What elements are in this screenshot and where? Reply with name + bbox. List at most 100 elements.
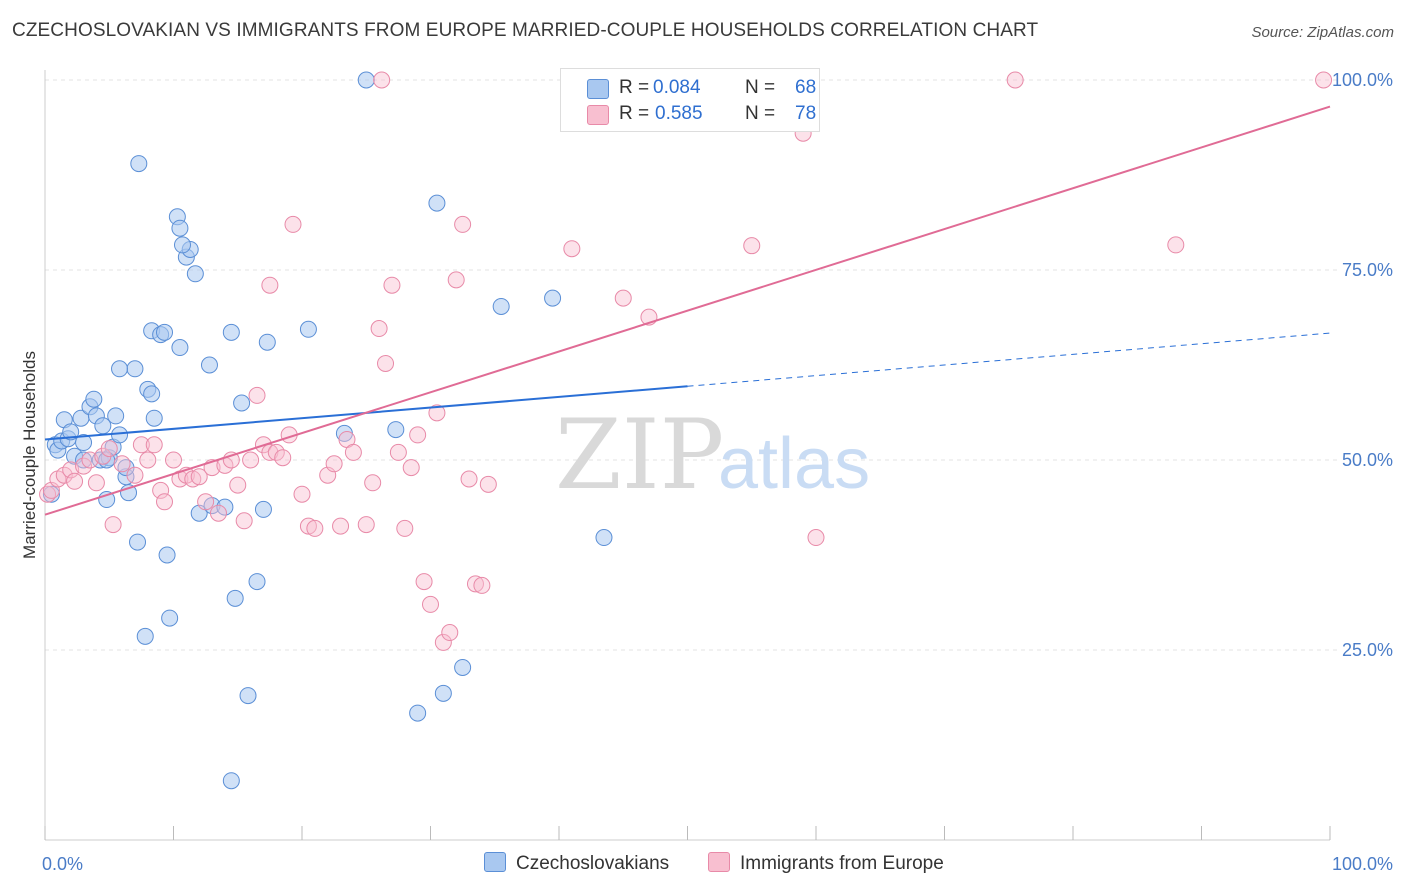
- data-point-czechoslovakians: [200, 356, 218, 374]
- data-point-immigrants: [145, 436, 163, 454]
- data-point-czechoslovakians: [158, 546, 176, 564]
- data-point-immigrants: [156, 493, 174, 511]
- stats-legend: R = 0.084 N = 68 R = 0.585 N = 78: [560, 68, 820, 132]
- data-point-immigrants: [409, 426, 427, 444]
- data-point-immigrants: [466, 575, 484, 593]
- data-point-czechoslovakians: [492, 297, 510, 315]
- data-point-immigrants: [75, 457, 93, 475]
- data-point-immigrants: [100, 440, 118, 458]
- bottom-legend-immigrants: Immigrants from Europe: [708, 852, 944, 875]
- data-point-immigrants: [396, 519, 414, 537]
- chart-title: CZECHOSLOVAKIAN VS IMMIGRANTS FROM EUROP…: [12, 20, 1039, 41]
- y-tick-label: 50.0%: [1342, 450, 1393, 470]
- watermark-atlas: atlas: [718, 424, 870, 504]
- bottom-legend-swatch-blue: [484, 852, 506, 872]
- data-point-czechoslovakians: [544, 289, 562, 307]
- data-point-czechoslovakians: [62, 423, 80, 441]
- data-point-immigrants: [383, 276, 401, 294]
- data-point-immigrants: [209, 504, 227, 522]
- tick-labels: 25.0% 50.0% 75.0% 100.0% 0.0% 100.0%: [42, 70, 1393, 874]
- bottom-legend-label: Czechoslovakians: [516, 853, 670, 874]
- data-point-czechoslovakians: [409, 704, 427, 722]
- data-point-immigrants: [373, 71, 391, 89]
- data-point-immigrants: [306, 519, 324, 537]
- data-point-immigrants: [325, 455, 343, 473]
- data-point-immigrants: [422, 595, 439, 613]
- data-point-czechoslovakians: [387, 421, 405, 439]
- series-czechoslovakians: [42, 71, 613, 790]
- data-point-czechoslovakians: [161, 609, 179, 627]
- data-point-immigrants: [364, 474, 382, 492]
- data-point-immigrants: [81, 451, 99, 469]
- data-point-czechoslovakians: [248, 573, 266, 591]
- data-point-immigrants: [242, 451, 260, 469]
- data-point-czechoslovakians: [454, 658, 472, 676]
- data-point-czechoslovakians: [42, 485, 60, 503]
- data-point-immigrants: [447, 271, 465, 289]
- data-point-immigrants: [274, 449, 292, 467]
- data-point-immigrants: [299, 517, 317, 535]
- data-point-immigrants: [261, 443, 279, 461]
- legend-r-label: R =: [619, 103, 650, 124]
- data-point-immigrants: [248, 386, 266, 404]
- data-point-immigrants: [184, 470, 202, 488]
- data-point-immigrants: [807, 529, 825, 547]
- data-point-immigrants: [139, 451, 157, 469]
- data-point-czechoslovakians: [171, 219, 189, 237]
- data-point-immigrants: [473, 576, 491, 594]
- data-point-czechoslovakians: [239, 687, 257, 705]
- data-point-immigrants: [344, 443, 362, 461]
- data-point-czechoslovakians: [75, 451, 93, 469]
- x-tick-label: 100.0%: [1332, 854, 1393, 874]
- legend-n-value: 78: [795, 103, 817, 124]
- data-point-immigrants: [66, 472, 84, 490]
- data-point-czechoslovakians: [595, 529, 613, 547]
- data-point-immigrants: [235, 512, 253, 530]
- source-label: Source: ZipAtlas.com: [1251, 24, 1394, 41]
- data-point-czechoslovakians: [136, 627, 154, 645]
- data-point-immigrants: [261, 276, 279, 294]
- data-point-immigrants: [1006, 71, 1024, 89]
- data-point-immigrants: [479, 475, 497, 493]
- data-point-immigrants: [370, 320, 388, 338]
- data-point-immigrants: [434, 633, 452, 651]
- data-point-immigrants: [377, 354, 395, 372]
- legend-r-value: 0.084: [653, 77, 701, 98]
- watermark-zip: ZIP: [555, 399, 724, 511]
- data-point-czechoslovakians: [111, 426, 129, 444]
- legend-n-value: 68: [795, 77, 817, 98]
- data-point-czechoslovakians: [130, 155, 148, 173]
- legend-swatch-pink: [587, 105, 609, 125]
- data-point-czechoslovakians: [258, 333, 276, 351]
- data-point-immigrants: [441, 624, 459, 642]
- data-point-immigrants: [104, 516, 122, 534]
- data-point-czechoslovakians: [222, 323, 240, 341]
- data-point-immigrants: [389, 443, 407, 461]
- x-tick-label: 0.0%: [42, 854, 83, 874]
- y-tick-label: 100.0%: [1332, 70, 1393, 90]
- axes: [44, 70, 1331, 841]
- data-point-immigrants: [460, 470, 478, 488]
- data-point-immigrants: [428, 404, 446, 422]
- data-point-czechoslovakians: [428, 194, 446, 212]
- data-point-immigrants: [415, 573, 433, 591]
- legend-r-label: R =: [619, 77, 650, 98]
- y-tick-label: 75.0%: [1342, 260, 1393, 280]
- data-point-czechoslovakians: [111, 360, 129, 378]
- data-point-czechoslovakians: [216, 498, 234, 516]
- data-point-immigrants: [126, 466, 144, 484]
- data-point-czechoslovakians: [434, 684, 452, 702]
- data-point-czechoslovakians: [357, 71, 375, 89]
- data-point-czechoslovakians: [186, 265, 204, 283]
- data-point-czechoslovakians: [145, 409, 163, 427]
- data-point-immigrants: [229, 476, 247, 494]
- data-point-immigrants: [402, 459, 420, 477]
- data-point-czechoslovakians: [143, 385, 161, 403]
- data-point-czechoslovakians: [156, 323, 174, 341]
- data-point-immigrants: [563, 240, 581, 258]
- trendline-czechoslovakians-extension: [687, 332, 1331, 387]
- data-point-czechoslovakians: [233, 394, 251, 412]
- data-point-immigrants: [332, 517, 350, 535]
- y-tick-label: 25.0%: [1342, 640, 1393, 660]
- data-point-immigrants: [152, 481, 170, 499]
